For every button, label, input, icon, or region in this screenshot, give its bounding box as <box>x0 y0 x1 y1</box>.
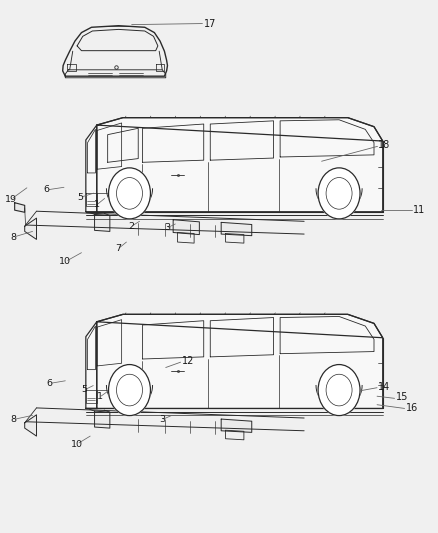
Circle shape <box>318 365 360 416</box>
Polygon shape <box>95 214 110 231</box>
Text: 6: 6 <box>46 379 53 388</box>
Circle shape <box>109 365 150 416</box>
Circle shape <box>318 168 360 219</box>
Text: 14: 14 <box>378 382 391 392</box>
Polygon shape <box>173 220 199 235</box>
Polygon shape <box>97 118 383 212</box>
Text: 18: 18 <box>378 140 391 150</box>
Polygon shape <box>95 411 110 428</box>
Text: 2: 2 <box>129 222 134 231</box>
Polygon shape <box>25 218 36 239</box>
Text: 10: 10 <box>59 257 71 266</box>
Polygon shape <box>97 314 383 338</box>
Text: 15: 15 <box>396 392 408 402</box>
Text: 12: 12 <box>182 356 194 366</box>
Text: 11: 11 <box>413 205 426 215</box>
Polygon shape <box>97 118 383 141</box>
Text: 19: 19 <box>5 195 17 204</box>
Text: 3: 3 <box>159 415 165 424</box>
Text: 7: 7 <box>116 244 122 253</box>
Polygon shape <box>14 203 25 212</box>
Polygon shape <box>221 222 252 236</box>
Polygon shape <box>86 125 97 212</box>
Text: 5: 5 <box>81 385 88 394</box>
Polygon shape <box>221 419 252 432</box>
Text: 3: 3 <box>164 223 170 232</box>
Text: 17: 17 <box>204 19 216 29</box>
Text: 1: 1 <box>94 200 100 209</box>
Text: 8: 8 <box>10 415 16 424</box>
Polygon shape <box>97 314 383 408</box>
Circle shape <box>109 168 150 219</box>
Polygon shape <box>86 322 97 408</box>
Text: 1: 1 <box>97 392 103 401</box>
Text: 6: 6 <box>43 185 49 195</box>
Text: 8: 8 <box>10 233 16 242</box>
Text: 5: 5 <box>77 193 83 202</box>
Polygon shape <box>25 415 36 436</box>
Text: 16: 16 <box>406 403 418 413</box>
Text: 10: 10 <box>71 440 83 449</box>
